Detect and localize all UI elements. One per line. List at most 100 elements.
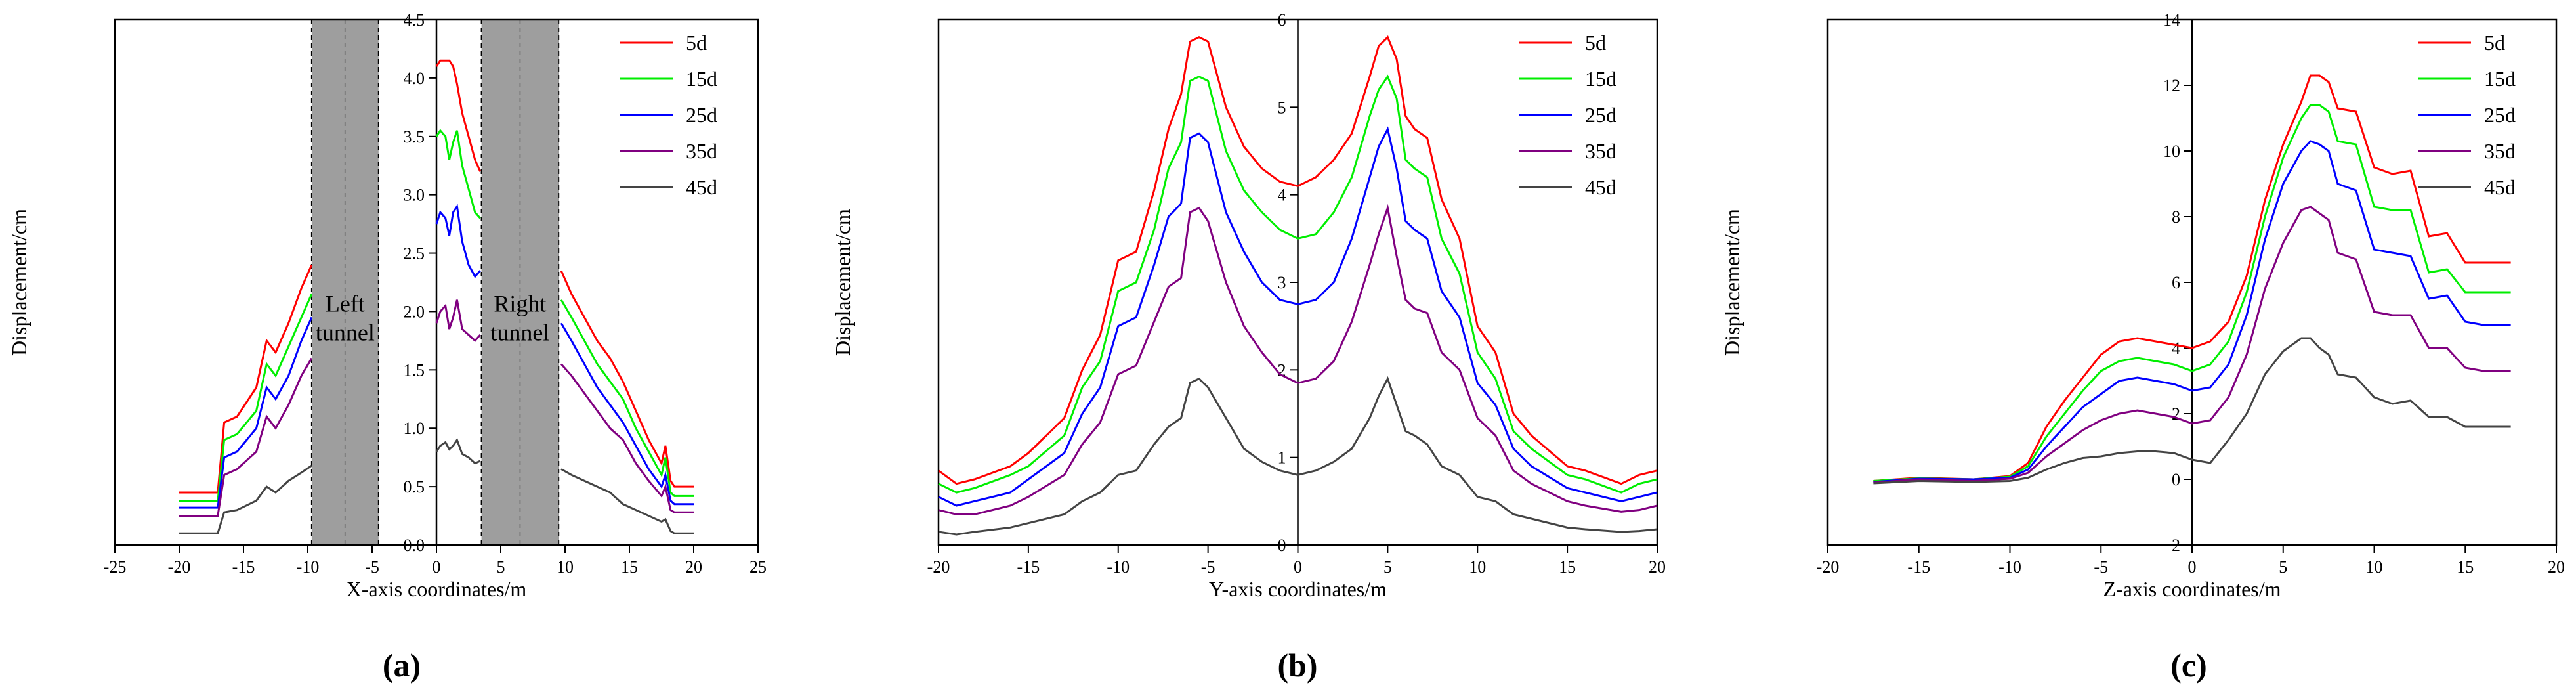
- y-tick-label: 4.5: [404, 11, 425, 30]
- tunnel-label-line1: Right: [494, 290, 546, 316]
- y-axis-label: Displacement/cm: [7, 209, 31, 356]
- x-tick-label: 15: [1559, 557, 1576, 577]
- series-line-35d: [938, 204, 1658, 515]
- chart-panel-a: Left tunnel Right tunnel -25 -20 -15 -10 -5 0 5 10 1…: [7, 11, 767, 684]
- tunnel-label: Left tunnel: [316, 290, 375, 345]
- x-tick-label: -10: [1107, 557, 1130, 577]
- x-tick-label: -20: [168, 557, 191, 577]
- y-tick-label: 14: [2163, 11, 2180, 30]
- y-tick-label: 1: [1278, 448, 1286, 468]
- series-line-15d: [938, 74, 1658, 494]
- y-axis-label: Displacement/cm: [1720, 209, 1744, 356]
- x-tick-label: 20: [2548, 557, 2565, 577]
- legend-label-15d: 15d: [686, 67, 717, 91]
- x-tick-label: -15: [1017, 557, 1040, 577]
- x-axis-label: Z-axis coordinates/m: [2103, 577, 2281, 601]
- x-tick-label: 20: [685, 557, 702, 577]
- y-tick-label: 1.0: [404, 419, 425, 438]
- x-tick-label: -5: [365, 557, 379, 577]
- legend-label-15d: 15d: [1585, 67, 1616, 91]
- series-line-35d-right: [560, 363, 694, 513]
- series-line-35d-center: [435, 299, 481, 343]
- y-tick-label: 2: [2172, 404, 2180, 424]
- legend-label-25d: 25d: [1585, 103, 1616, 127]
- series-line-15d-center: [435, 129, 481, 219]
- y-tick-label: 4.0: [404, 69, 425, 88]
- legend-label-5d: 5d: [1585, 31, 1606, 55]
- x-tick-label: -15: [232, 557, 255, 577]
- y-tick-label: 4: [2172, 339, 2180, 358]
- series-line-35d: [1873, 206, 2511, 484]
- y-tick-label: 3.0: [404, 186, 425, 205]
- series-line-5d: [938, 35, 1658, 485]
- legend-label-35d: 35d: [2484, 139, 2516, 163]
- x-tick-label: 10: [1469, 557, 1486, 577]
- x-tick-label: -5: [2094, 557, 2108, 577]
- y-tick-label: 1.5: [404, 360, 425, 380]
- x-axis-label: Y-axis coordinates/m: [1209, 577, 1387, 601]
- series-line-25d: [1873, 140, 2511, 483]
- y-tick-label: 5: [1278, 98, 1286, 117]
- x-tick-label: 5: [2279, 557, 2287, 577]
- series-line-25d-right: [560, 322, 694, 506]
- series-line-25d-left: [179, 316, 313, 509]
- tunnel-label-line1: Left: [326, 290, 365, 316]
- y-tick-label: 4: [1278, 186, 1286, 205]
- x-tick-label: -20: [927, 557, 950, 577]
- legend-label-5d: 5d: [686, 31, 707, 55]
- y-tick-label: 8: [2172, 207, 2180, 227]
- y-tick-label: 0: [1278, 536, 1286, 555]
- x-tick-label: -10: [1998, 557, 2021, 577]
- legend-label-35d: 35d: [1585, 139, 1616, 163]
- series-line-25d-center: [435, 204, 481, 278]
- legend-label-25d: 25d: [686, 103, 717, 127]
- y-tick-label: 3: [1278, 273, 1286, 292]
- series-line-45d-left: [179, 464, 312, 534]
- tunnel-label-line2: tunnel: [490, 319, 549, 345]
- series-line-25d: [938, 126, 1658, 507]
- series-line-45d: [938, 376, 1658, 536]
- series-line-45d-right: [560, 468, 694, 534]
- y-tick-label: 2.5: [404, 244, 425, 263]
- y-tick-label: 2: [2172, 536, 2180, 555]
- y-tick-label: 0.0: [404, 536, 425, 555]
- x-tick-label: -5: [1201, 557, 1215, 577]
- x-axis-label: X-axis coordinates/m: [347, 577, 527, 601]
- y-tick-label: 12: [2163, 76, 2180, 95]
- series-line-45d-center: [435, 437, 481, 465]
- panel-label: (c): [2170, 647, 2207, 684]
- legend-label-45d: 45d: [1585, 175, 1616, 199]
- y-tick-label: 6: [1278, 11, 1286, 30]
- chart-panel-c: -20 -15 -10 -5 0 5 10 15 202024681012145d15d25d3…: [1720, 11, 2565, 684]
- chart-panel-b: -20 -15 -10 -5 0 5 10 15 2001234565d15d25d35d45d…: [831, 11, 1666, 684]
- y-tick-label: 0: [2172, 470, 2180, 489]
- series-line-5d-left: [179, 264, 313, 494]
- x-tick-label: 0: [2188, 557, 2197, 577]
- y-tick-label: 10: [2163, 142, 2180, 161]
- legend-label-25d: 25d: [2484, 103, 2516, 127]
- x-tick-label: -15: [1907, 557, 1930, 577]
- legend-label-35d: 35d: [686, 139, 717, 163]
- x-tick-label: 10: [557, 557, 574, 577]
- legend-label-5d: 5d: [2484, 31, 2505, 55]
- x-tick-label: -25: [104, 557, 127, 577]
- series-line-5d-center: [435, 59, 482, 172]
- series-line-15d-left: [179, 294, 313, 502]
- tunnel-label: Right tunnel: [490, 290, 549, 345]
- y-tick-label: 2.0: [404, 302, 425, 321]
- x-tick-label: 10: [2366, 557, 2383, 577]
- series-line-15d: [1873, 104, 2511, 482]
- y-tick-label: 0.5: [404, 477, 425, 496]
- x-tick-label: 15: [2457, 557, 2474, 577]
- series-line-5d-right: [560, 270, 694, 488]
- x-tick-label: 0: [1294, 557, 1302, 577]
- x-tick-label: -10: [297, 557, 320, 577]
- x-tick-label: 0: [433, 557, 441, 577]
- x-tick-label: 15: [621, 557, 638, 577]
- tunnel-label-line2: tunnel: [316, 319, 375, 345]
- x-tick-label: -20: [1817, 557, 1840, 577]
- x-tick-label: 25: [750, 557, 767, 577]
- series-line-5d: [1873, 74, 2511, 482]
- series-line-15d-right: [560, 299, 694, 497]
